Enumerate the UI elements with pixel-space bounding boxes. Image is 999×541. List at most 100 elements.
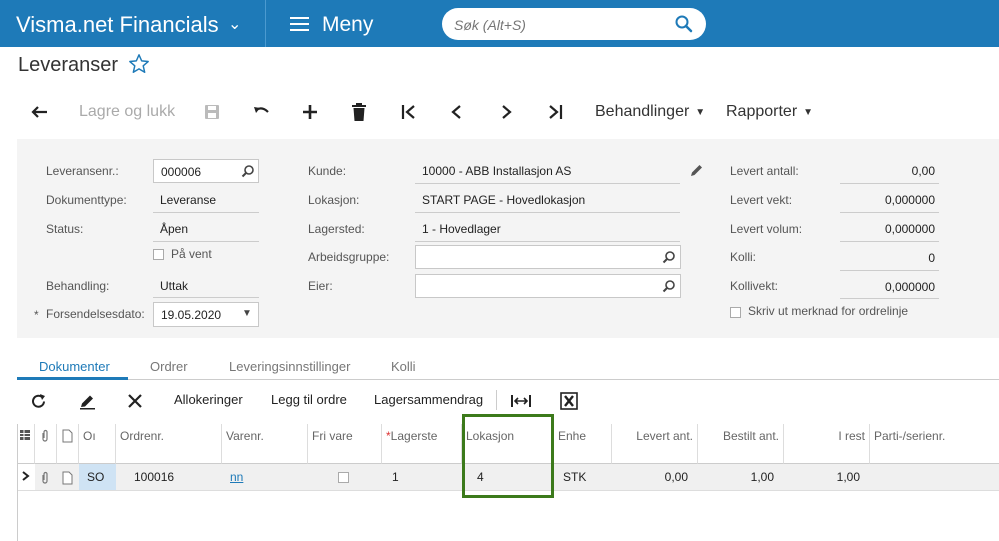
row-selector[interactable] — [18, 464, 35, 491]
paperclip-icon — [42, 471, 48, 484]
forsendelsesdato-value: 19.05.2020 — [161, 308, 222, 322]
favorite-star-icon[interactable] — [128, 53, 150, 75]
header-i-rest[interactable]: I rest — [784, 424, 870, 464]
leveransenr-field[interactable]: 000006 — [153, 159, 259, 183]
save-icon — [205, 105, 219, 119]
previous-record-button[interactable] — [448, 100, 466, 124]
tab-dokumenter[interactable]: Dokumenter — [39, 359, 110, 374]
first-record-button[interactable] — [400, 100, 418, 124]
status-label: Status: — [46, 222, 84, 236]
app-name: Visma.net Financials — [16, 12, 219, 37]
arbeidsgruppe-label: Arbeidsgruppe: — [308, 250, 390, 264]
row-attachment[interactable] — [35, 464, 57, 491]
status-value: Åpen — [160, 222, 189, 236]
kollivekt-value: 0,000000 — [884, 280, 935, 294]
close-icon[interactable] — [127, 393, 143, 409]
first-icon — [401, 105, 415, 119]
caret-down-icon: ▼ — [695, 106, 706, 118]
save-button[interactable] — [203, 100, 221, 124]
row-note[interactable] — [57, 464, 79, 491]
cell-parti-serienr[interactable] — [870, 464, 999, 491]
cell-ordretype[interactable]: SO — [79, 464, 116, 491]
divider — [840, 298, 939, 299]
legg-til-ordre-button[interactable]: Legg til ordre — [271, 392, 347, 407]
tab-ordrer[interactable]: Ordrer — [150, 359, 188, 374]
skriv-ut-checkbox[interactable] — [730, 307, 741, 318]
header-ordrenr[interactable]: Ordrenr. — [116, 424, 222, 464]
last-record-button[interactable] — [546, 100, 564, 124]
rapporter-menu[interactable]: Rapporter ▼ — [726, 100, 813, 124]
header-ordretype[interactable]: Oı — [79, 424, 116, 464]
search-icon[interactable] — [241, 164, 255, 178]
paa-vent-checkbox[interactable] — [153, 249, 164, 260]
lokasjon-value[interactable]: START PAGE - Hovedlokasjon — [422, 193, 586, 207]
levert-volum-label: Levert volum: — [730, 222, 803, 236]
cell-ordrenr[interactable]: 100016 — [116, 464, 222, 491]
tab-leveringsinnstillinger[interactable]: Leveringsinnstillinger — [229, 359, 351, 374]
allokeringer-button[interactable]: Allokeringer — [174, 392, 243, 407]
behandlinger-menu[interactable]: Behandlinger ▼ — [595, 100, 705, 124]
grid-settings-header[interactable] — [18, 424, 35, 464]
lagersted-value[interactable]: 1 - Hovedlager — [422, 222, 501, 236]
eier-label: Eier: — [308, 279, 333, 293]
cell-lagersted[interactable]: 1 — [382, 464, 462, 491]
header-parti-serienr[interactable]: Parti-/serienr. — [870, 424, 999, 464]
back-button[interactable] — [30, 100, 50, 124]
header-varenr[interactable]: Varenr. — [222, 424, 308, 464]
undo-button[interactable] — [252, 100, 272, 124]
header-lagersted[interactable]: *Lagerste — [382, 424, 462, 464]
kunde-value[interactable]: 10000 - ABB Installasjon AS — [422, 164, 572, 178]
excel-export-icon[interactable] — [560, 392, 578, 410]
levert-antall-value: 0,00 — [911, 164, 935, 178]
cell-enhet[interactable]: STK — [554, 464, 612, 491]
forsendelsesdato-label: Forsendelsesdato: — [46, 307, 145, 321]
header-levert-ant[interactable]: Levert ant. — [612, 424, 698, 464]
arbeidsgruppe-field[interactable] — [415, 245, 681, 269]
search-icon[interactable] — [662, 279, 676, 293]
eier-field[interactable] — [415, 274, 681, 298]
kolli-value: 0 — [928, 251, 935, 265]
header-bestilt-ant[interactable]: Bestilt ant. — [698, 424, 784, 464]
cell-fri-vare[interactable] — [308, 464, 382, 491]
header-lokasjon[interactable]: Lokasjon — [462, 424, 554, 464]
documents-grid: Oı Ordrenr. Varenr. Fri vare *Lagerste L… — [17, 424, 999, 541]
search-box[interactable] — [442, 8, 706, 40]
tab-kolli[interactable]: Kolli — [391, 359, 416, 374]
app-switcher[interactable]: Visma.net Financials ⌄ — [0, 0, 266, 47]
cell-varenr[interactable]: nn — [222, 464, 308, 491]
lagersammendrag-button[interactable]: Lagersammendrag — [374, 392, 484, 407]
document-icon — [62, 471, 73, 485]
varenr-link[interactable]: nn — [230, 470, 244, 484]
fri-vare-checkbox[interactable] — [338, 472, 349, 484]
cell-bestilt-ant[interactable]: 1,00 — [698, 464, 784, 491]
lagersted-label: Lagersted: — [308, 222, 365, 236]
hamburger-icon — [290, 17, 309, 31]
chevron-right-icon — [502, 105, 512, 119]
header-enhet[interactable]: Enhe — [554, 424, 612, 464]
forsendelsesdato-field[interactable]: 19.05.2020 ▼ — [153, 302, 259, 327]
active-tab-indicator — [17, 377, 128, 380]
fit-columns-icon[interactable] — [511, 393, 531, 409]
cell-i-rest[interactable]: 1,00 — [784, 464, 870, 491]
refresh-icon[interactable] — [30, 393, 47, 410]
save-close-button[interactable]: Lagre og lukk — [79, 103, 176, 120]
next-record-button[interactable] — [497, 100, 515, 124]
menu-button[interactable]: Meny — [266, 0, 426, 47]
trash-icon — [352, 103, 366, 121]
pencil-icon[interactable] — [689, 163, 704, 178]
tab-divider — [17, 379, 999, 380]
note-header — [57, 424, 79, 464]
divider — [840, 241, 939, 242]
caret-down-icon[interactable]: ▼ — [242, 308, 252, 319]
search-input[interactable] — [452, 14, 666, 36]
cell-lokasjon[interactable]: 4 — [462, 464, 554, 491]
edit-icon[interactable] — [79, 393, 96, 410]
delete-button[interactable] — [350, 100, 368, 124]
header-fri-vare[interactable]: Fri vare — [308, 424, 382, 464]
search-icon[interactable] — [662, 250, 676, 264]
kollivekt-label: Kollivekt: — [730, 279, 779, 293]
add-button[interactable] — [301, 100, 319, 124]
search-icon[interactable] — [674, 14, 694, 34]
cell-levert-ant[interactable]: 0,00 — [612, 464, 698, 491]
highlight-box — [462, 414, 554, 498]
